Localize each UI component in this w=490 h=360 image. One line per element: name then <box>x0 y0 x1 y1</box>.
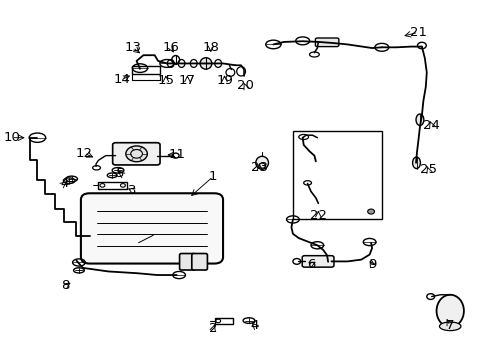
Text: 21: 21 <box>410 26 427 39</box>
FancyBboxPatch shape <box>113 143 160 165</box>
Text: 8: 8 <box>62 279 70 292</box>
Text: 20: 20 <box>237 79 253 92</box>
FancyBboxPatch shape <box>192 253 207 270</box>
FancyBboxPatch shape <box>302 256 334 267</box>
FancyBboxPatch shape <box>179 253 195 270</box>
Text: 10: 10 <box>3 131 20 144</box>
FancyBboxPatch shape <box>81 193 223 264</box>
Text: 24: 24 <box>423 119 440 132</box>
Text: 9: 9 <box>368 258 376 271</box>
Text: 11: 11 <box>168 148 185 161</box>
Ellipse shape <box>413 157 420 168</box>
Bar <box>293 131 382 220</box>
Circle shape <box>126 146 147 162</box>
Bar <box>98 182 127 189</box>
Text: 2: 2 <box>209 322 218 335</box>
Text: 23: 23 <box>251 161 268 174</box>
Text: 25: 25 <box>420 163 437 176</box>
Text: 17: 17 <box>179 74 196 87</box>
FancyBboxPatch shape <box>316 38 339 46</box>
Text: 22: 22 <box>310 209 327 222</box>
Text: 19: 19 <box>216 74 233 87</box>
Ellipse shape <box>256 156 269 169</box>
Text: 4: 4 <box>60 177 69 190</box>
Text: 16: 16 <box>162 41 179 54</box>
Text: 4: 4 <box>250 319 259 332</box>
Text: 14: 14 <box>114 73 130 86</box>
Ellipse shape <box>416 114 424 126</box>
Text: 1: 1 <box>209 170 218 183</box>
Text: 13: 13 <box>124 41 141 54</box>
Bar <box>215 318 233 324</box>
Ellipse shape <box>200 58 212 69</box>
Bar <box>132 66 160 74</box>
Text: 6: 6 <box>307 258 315 271</box>
Text: 15: 15 <box>157 74 174 87</box>
Ellipse shape <box>437 295 464 327</box>
Ellipse shape <box>440 322 461 330</box>
Text: 12: 12 <box>75 147 92 159</box>
Text: 7: 7 <box>446 319 454 332</box>
Text: 18: 18 <box>202 41 220 54</box>
Text: 5: 5 <box>116 167 125 180</box>
Text: 3: 3 <box>128 184 137 197</box>
Circle shape <box>368 209 374 214</box>
